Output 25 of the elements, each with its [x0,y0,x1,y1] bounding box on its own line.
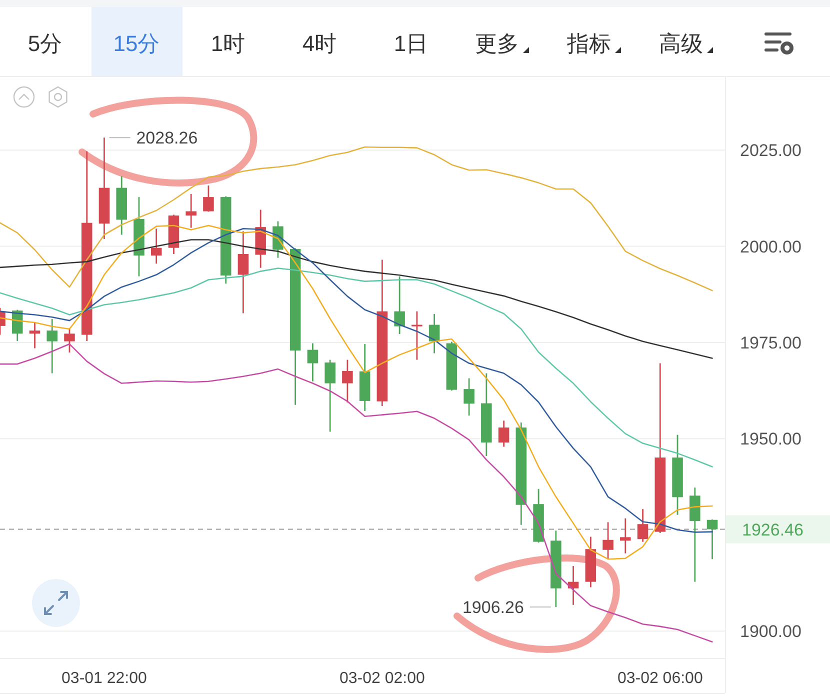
tab-label: 1日 [394,31,428,56]
tab-label: 1时 [210,31,246,56]
x-tick-label: 03-02 06:00 [617,670,703,687]
y-tick-label: 2000.00 [740,237,802,256]
tab-label: 更多 [475,31,519,56]
x-tick-label: 03-02 02:00 [339,670,425,687]
ref-line-label: 1926.46 [742,520,804,540]
line-series [0,146,713,292]
annotation: 1906.26 [462,598,524,617]
tab-label: 4时 [302,31,337,56]
callout: 2028.26 [108,128,198,148]
callout: 1906.26 [462,598,552,617]
y-tick-label: 1975.00 [740,333,802,352]
y-tick-label: 2025.00 [740,141,802,160]
tab-label: 15分 [113,31,160,56]
tab-label: 指标 [567,31,611,56]
y-tick-label: 1900.00 [740,622,802,642]
line-series [0,343,713,642]
tab-label: 高级 [659,31,703,56]
tab-label: 5分 [28,31,62,56]
x-tick-label: 03-01 22:00 [62,670,148,687]
annotation: 2028.26 [136,128,198,148]
line-series [0,239,713,359]
y-tick-label: 1950.00 [740,430,802,449]
line-series [0,268,713,468]
